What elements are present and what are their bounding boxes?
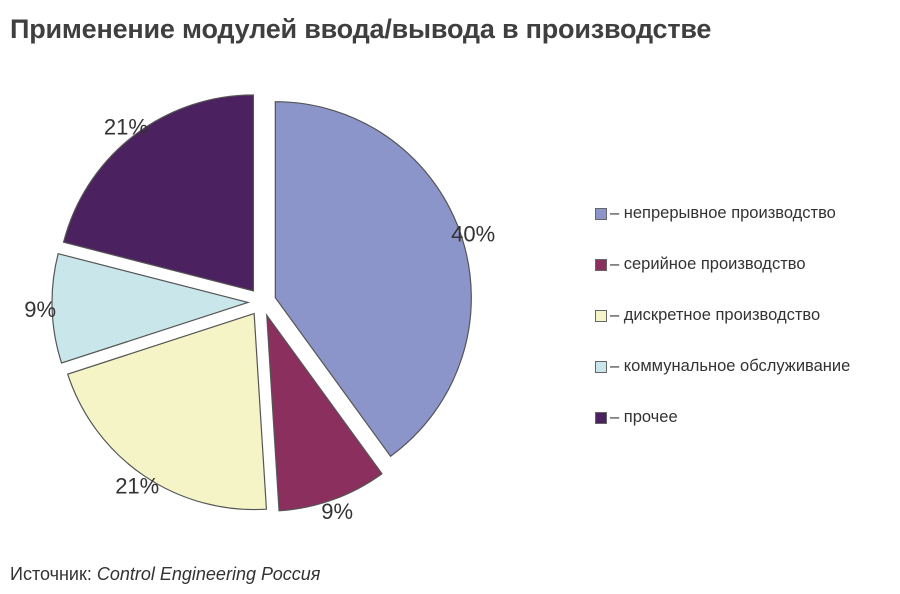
legend-label: – серийное производство bbox=[610, 255, 806, 273]
source-note: Источник: Control Engineering Россия bbox=[10, 564, 320, 585]
source-prefix: Источник: bbox=[10, 564, 97, 584]
legend-item-serial: – серийное производство bbox=[595, 239, 850, 290]
pie-slice bbox=[62, 94, 255, 292]
slice-percent-label: 21% bbox=[115, 474, 159, 499]
legend-swatch bbox=[595, 360, 607, 373]
legend-label: – прочее bbox=[610, 408, 678, 426]
legend: – непрерывное производство – серийное пр… bbox=[595, 188, 850, 443]
chart-title: Применение модулей ввода/вывода в произв… bbox=[10, 14, 712, 44]
legend-swatch bbox=[595, 309, 607, 322]
source-name: Control Engineering Россия bbox=[96, 564, 321, 584]
slice-percent-label: 9% bbox=[24, 297, 56, 322]
pie-slice bbox=[274, 101, 472, 458]
legend-label: – непрерывное производство bbox=[610, 204, 836, 222]
legend-item-other: – прочее bbox=[595, 392, 850, 443]
slice-percent-label: 21% bbox=[104, 115, 148, 140]
legend-label: – дискретное производство bbox=[610, 306, 821, 324]
legend-swatch bbox=[595, 411, 607, 424]
legend-label: – коммунальное обслуживание bbox=[610, 357, 851, 375]
slice-percent-label: 40% bbox=[451, 221, 495, 246]
slice-percent-label: 9% bbox=[321, 499, 353, 524]
legend-item-continuous: – непрерывное производство bbox=[595, 188, 850, 239]
legend-item-utilities: – коммунальное обслуживание bbox=[595, 341, 850, 392]
pie-slice bbox=[66, 312, 268, 511]
legend-swatch bbox=[595, 258, 607, 271]
legend-item-discrete: – дискретное производство bbox=[595, 290, 850, 341]
legend-swatch bbox=[595, 207, 607, 220]
pie-slice bbox=[266, 313, 383, 512]
pie-slice bbox=[51, 252, 251, 364]
